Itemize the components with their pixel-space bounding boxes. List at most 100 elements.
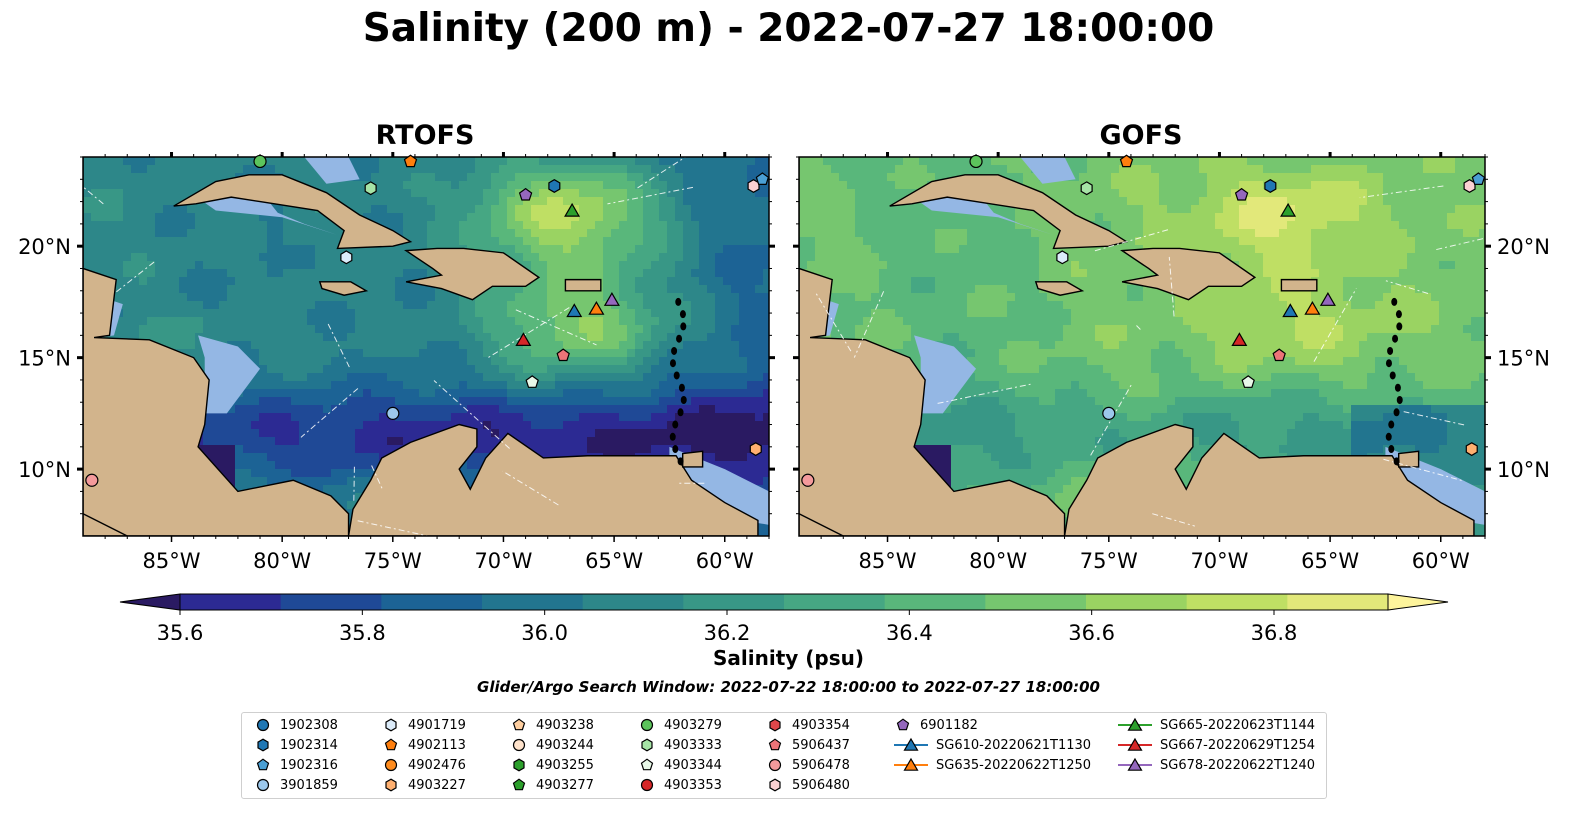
obs-marker-SG665-20220623T1144 [564, 202, 581, 217]
legend: 1902308 1902314 1902316 3901859 4901719 49021… [241, 712, 1327, 799]
legend-item-1902316: 1902316 [252, 755, 338, 775]
legend-symbol [384, 738, 398, 751]
legend-marker-triangle-icon [1118, 757, 1152, 771]
legend-marker-triangle-icon [1118, 717, 1152, 731]
legend-item-4903238: 4903238 [508, 715, 594, 735]
legend-marker-pentagon-icon [256, 758, 270, 771]
colorbar-tick-label: 36.0 [521, 621, 568, 640]
x-tick-label: 65°W [585, 549, 643, 573]
legend-item-4902476: 4902476 [380, 755, 466, 775]
x-tick-label: 65°W [1301, 549, 1359, 573]
legend-item-4901719: 4901719 [380, 715, 466, 735]
legend-symbol [256, 778, 270, 792]
legend-marker-pentagon-icon [512, 718, 526, 731]
colorbar-label: Salinity (psu) [712, 646, 864, 670]
map-panel-gofs: 85°W 80°W 75°W 70°W 65°W 60°W 20°N 15°N 10°N [793, 152, 1550, 573]
legend-marker-hexagon-icon [385, 778, 397, 792]
search-window-text: Glider/Argo Search Window: 2022-07-22 18… [477, 678, 1100, 696]
legend-symbol [640, 778, 654, 792]
legend-symbol [768, 758, 782, 772]
legend-marker-hexagon-icon [769, 778, 781, 792]
obs-marker-4903333 [364, 181, 377, 196]
obs-marker-6901182 [1234, 187, 1249, 201]
obs-marker-SG635-20220622T1250 [588, 301, 605, 315]
obs-marker-1902316 [1471, 172, 1486, 185]
y-tick-label: 15°N [1497, 347, 1550, 371]
legend-symbol [903, 737, 919, 751]
legend-marker-circle-icon [256, 778, 270, 792]
legend-label: 3901859 [280, 777, 338, 793]
x-tick-label: 70°W [474, 549, 532, 573]
x-tick-label: 85°W [143, 549, 201, 573]
legend-item-4903344: 4903344 [636, 755, 722, 775]
legend-label: SG665-20220623T1144 [1160, 717, 1316, 733]
y-tick-label: 15°N [18, 347, 71, 371]
legend-item-5906480: 5906480 [764, 775, 850, 795]
legend-symbol [256, 718, 270, 732]
legend-item-SG665-20220623T1144: SG665-20220623T1144 [1116, 715, 1315, 735]
obs-marker-5906478 [85, 473, 99, 487]
panel-title-rtofs: RTOFS [375, 120, 475, 151]
legend-symbol [640, 758, 654, 771]
legend-symbol [512, 738, 526, 752]
obs-marker-1902314 [1264, 179, 1277, 193]
legend-symbol [896, 718, 910, 731]
legend-item-4903354: 4903354 [764, 715, 850, 735]
y-tick-label: 20°N [18, 235, 71, 259]
legend-label: 5906480 [792, 777, 850, 793]
legend-marker-hexagon-icon [385, 718, 397, 732]
y-tick-label: 20°N [1497, 235, 1550, 259]
legend-item-5906478: 5906478 [764, 755, 850, 775]
y-tick-label: 10°N [1497, 458, 1550, 482]
legend-marker-triangle-icon [894, 737, 928, 751]
legend-label: 6901182 [920, 717, 978, 733]
legend-label: 1902314 [280, 737, 338, 753]
legend-item-SG667-20220629T1254: SG667-20220629T1254 [1116, 735, 1315, 755]
legend-label: 4903353 [664, 777, 722, 793]
legend-item-4903227: 4903227 [380, 775, 466, 795]
legend-item-1902314: 1902314 [252, 735, 338, 755]
obs-marker-3901859 [1102, 406, 1116, 420]
obs-marker-SG610-20220621T1130 [566, 303, 583, 318]
legend-item-4903255: 4903255 [508, 755, 594, 775]
obs-marker-4903279 [969, 154, 983, 169]
legend-item-SG678-20220622T1240: SG678-20220622T1240 [1116, 755, 1315, 775]
obs-marker-4901719 [1056, 250, 1069, 265]
colorbar-tick-label: 36.2 [704, 621, 751, 640]
legend-symbol [385, 718, 397, 732]
legend-symbol [256, 758, 270, 771]
obs-marker-5906437 [556, 348, 570, 362]
legend-marker-pentagon-icon [640, 758, 654, 771]
legend-item-6901182: 6901182 [892, 715, 978, 735]
legend-label: 4902476 [408, 757, 466, 773]
legend-label: 4903277 [536, 777, 594, 793]
legend-item-SG610-20220621T1130: SG610-20220621T1130 [892, 735, 1091, 755]
x-tick-label: 80°W [969, 549, 1027, 573]
legend-label: 4901719 [408, 717, 466, 733]
legend-marker-pentagon-icon [768, 738, 782, 751]
legend-symbol [641, 738, 653, 752]
legend-label: 4903354 [792, 717, 850, 733]
legend-label: 1902308 [280, 717, 338, 733]
obs-marker-3901859 [386, 406, 400, 420]
legend-symbol [513, 758, 525, 772]
x-tick-label: 60°W [1412, 549, 1470, 573]
legend-item-SG635-20220622T1250: SG635-20220622T1250 [892, 755, 1091, 775]
obs-marker-6901182 [518, 187, 533, 201]
legend-symbol [512, 778, 526, 791]
obs-marker-4903279 [253, 154, 267, 169]
legend-marker-circle-icon [384, 758, 398, 772]
x-tick-label: 75°W [1080, 549, 1138, 573]
legend-marker-circle-icon [640, 718, 654, 732]
obs-marker-5906437 [1272, 348, 1286, 362]
legend-marker-pentagon-icon [512, 778, 526, 791]
legend-item-4903279: 4903279 [636, 715, 722, 735]
obs-marker-SG635-20220622T1250 [1304, 301, 1321, 315]
obs-marker-SG678-20220622T1240 [1319, 292, 1336, 306]
x-tick-label: 75°W [364, 549, 422, 573]
legend-item-3901859: 3901859 [252, 775, 338, 795]
legend-item-4903277: 4903277 [508, 775, 594, 795]
legend-marker-circle-icon [640, 778, 654, 792]
legend-label: SG635-20220622T1250 [936, 757, 1092, 773]
obs-marker-SG667-20220629T1254 [515, 332, 532, 346]
